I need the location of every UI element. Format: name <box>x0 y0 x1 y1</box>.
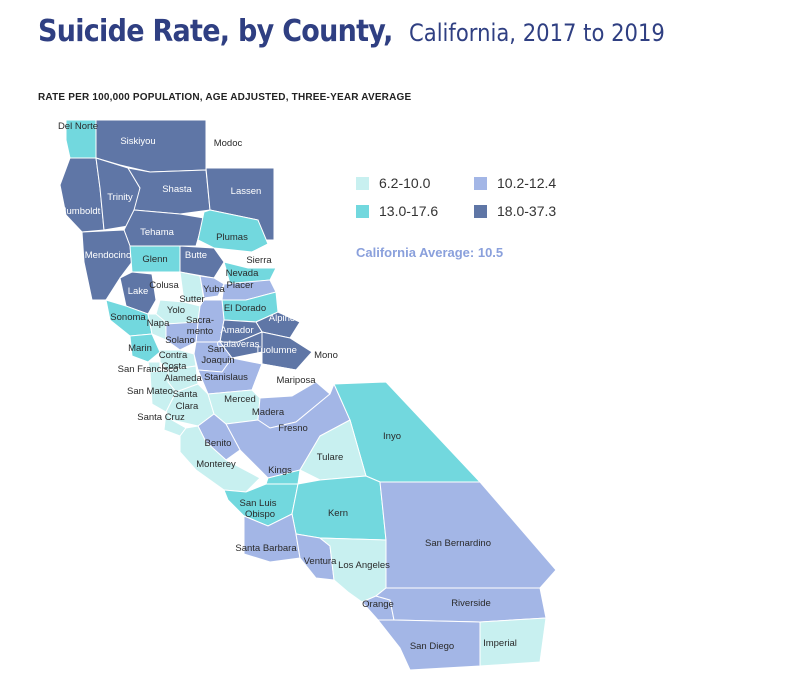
county-label-santa-cruz: Santa Cruz <box>137 412 185 423</box>
county-label-madera: Madera <box>252 407 285 418</box>
county-label-san-luis: San Luis <box>240 498 277 509</box>
county-label-calaveras: Calaveras <box>217 339 260 350</box>
county-label-napa: Napa <box>147 318 170 329</box>
legend-item-1: 6.2-10.0 <box>356 175 430 191</box>
county-label-san-francisco: San Francisco <box>118 364 179 375</box>
california-average: California Average: 10.5 <box>356 245 504 260</box>
county-label-joaquin: Joaquin <box>201 355 234 366</box>
county-label-san-mateo: San Mateo <box>127 386 173 397</box>
county-label-kern: Kern <box>328 508 348 519</box>
county-label-contra: Contra <box>159 350 188 361</box>
legend: 6.2-10.0 10.2-12.4 13.0-17.6 18.0-37.3 <box>356 175 596 265</box>
county-label-yuba: Yuba <box>203 284 225 295</box>
region-monterey <box>179 425 261 493</box>
county-label-san-bernardino: San Bernardino <box>425 538 491 549</box>
county-label-trinity: Trinity <box>107 192 133 203</box>
title-sub: California, 2017 to 2019 <box>408 19 665 47</box>
legend-swatch-3 <box>356 204 369 218</box>
county-label-santa: Santa <box>173 389 199 400</box>
county-label-tulare: Tulare <box>317 452 344 463</box>
legend-item-4: 18.0-37.3 <box>474 203 556 219</box>
county-label-glenn: Glenn <box>142 254 167 265</box>
county-label-san-diego: San Diego <box>410 641 454 652</box>
legend-label-4: 18.0-37.3 <box>497 203 557 219</box>
county-label-santa-barbara: Santa Barbara <box>235 543 297 554</box>
region-shasta <box>127 167 211 215</box>
county-label-del-norte: Del Norte <box>58 121 98 132</box>
legend-item-3: 13.0-17.6 <box>356 203 438 219</box>
county-label-humboldt: Humboldt <box>60 206 101 217</box>
legend-swatch-2 <box>474 176 487 190</box>
county-label-nevada: Nevada <box>226 268 259 279</box>
legend-label-1: 6.2-10.0 <box>379 175 431 191</box>
map-subtitle: RATE PER 100,000 POPULATION, AGE ADJUSTE… <box>38 92 412 103</box>
county-label-lake: Lake <box>128 286 149 297</box>
county-label-stanislaus: Stanislaus <box>204 372 248 383</box>
region-colusa <box>151 271 183 301</box>
region-marin <box>129 333 161 363</box>
county-label-orange: Orange <box>362 599 394 610</box>
county-label-mono: Mono <box>314 350 338 361</box>
county-label-sonoma: Sonoma <box>110 312 146 323</box>
county-label-mendocino: Mendocino <box>85 250 131 261</box>
county-label-yolo: Yolo <box>167 305 185 316</box>
county-label-sierra: Sierra <box>246 255 272 266</box>
county-labels: Del Norte Siskiyou Modoc Humboldt Trinity Sha… <box>58 121 517 652</box>
county-label-san: San <box>208 344 225 355</box>
legend-swatch-1 <box>356 176 369 190</box>
county-label-riverside: Riverside <box>451 598 491 609</box>
region-yuba <box>199 275 225 299</box>
county-label-colusa: Colusa <box>149 280 179 291</box>
county-label-shasta: Shasta <box>162 184 192 195</box>
region-san-bernardino <box>379 481 557 589</box>
county-label-clara: Clara <box>176 401 199 412</box>
county-label-tehama: Tehama <box>140 227 175 238</box>
county-label-mariposa: Mariposa <box>276 375 316 386</box>
legend-label-3: 13.0-17.6 <box>379 203 439 219</box>
county-label-marin: Marin <box>128 343 152 354</box>
county-label-merced: Merced <box>224 394 256 405</box>
region-mono <box>277 299 388 385</box>
county-label-sacra-: Sacra- <box>186 315 214 326</box>
county-label-modoc: Modoc <box>214 138 243 149</box>
county-label-ventura: Ventura <box>304 556 337 567</box>
county-label-obispo: Obispo <box>245 509 275 520</box>
county-label-los-angeles: Los Angeles <box>338 560 390 571</box>
county-label-alpine: Alpine <box>269 313 295 324</box>
region-nevada <box>223 261 277 285</box>
county-label-el-dorado: El Dorado <box>224 303 266 314</box>
region-sierra <box>247 243 277 269</box>
county-label-placer: Placer <box>227 280 254 291</box>
title-main: Suicide Rate, by County, <box>38 14 393 49</box>
legend-label-2: 10.2-12.4 <box>497 175 557 191</box>
county-label-plumas: Plumas <box>216 232 248 243</box>
county-label-kings: Kings <box>268 465 292 476</box>
county-label-siskiyou: Siskiyou <box>120 136 155 147</box>
county-label-lassen: Lassen <box>231 186 262 197</box>
region-imperial <box>479 617 547 667</box>
county-label-mento: mento <box>187 326 213 337</box>
county-label-imperial: Imperial <box>483 638 517 649</box>
county-label-butte: Butte <box>185 250 207 261</box>
county-label-sutter: Sutter <box>179 294 204 305</box>
region-solano <box>165 321 199 351</box>
county-label-fresno: Fresno <box>278 423 308 434</box>
legend-swatch-4 <box>474 204 487 218</box>
county-regions <box>59 119 557 671</box>
map-title: Suicide Rate, by County, California, 201… <box>38 14 699 49</box>
county-label-amador: Amador <box>220 325 253 336</box>
county-label-monterey: Monterey <box>196 459 236 470</box>
county-label-alameda: Alameda <box>164 373 202 384</box>
county-label-solano: Solano <box>165 335 195 346</box>
county-label-costa: Costa <box>162 361 188 372</box>
region-butte <box>179 245 225 279</box>
county-label-benito: Benito <box>205 438 232 449</box>
county-label-tuolumne: Tuolumne <box>255 345 297 356</box>
county-label-inyo: Inyo <box>383 431 401 442</box>
legend-item-2: 10.2-12.4 <box>474 175 556 191</box>
